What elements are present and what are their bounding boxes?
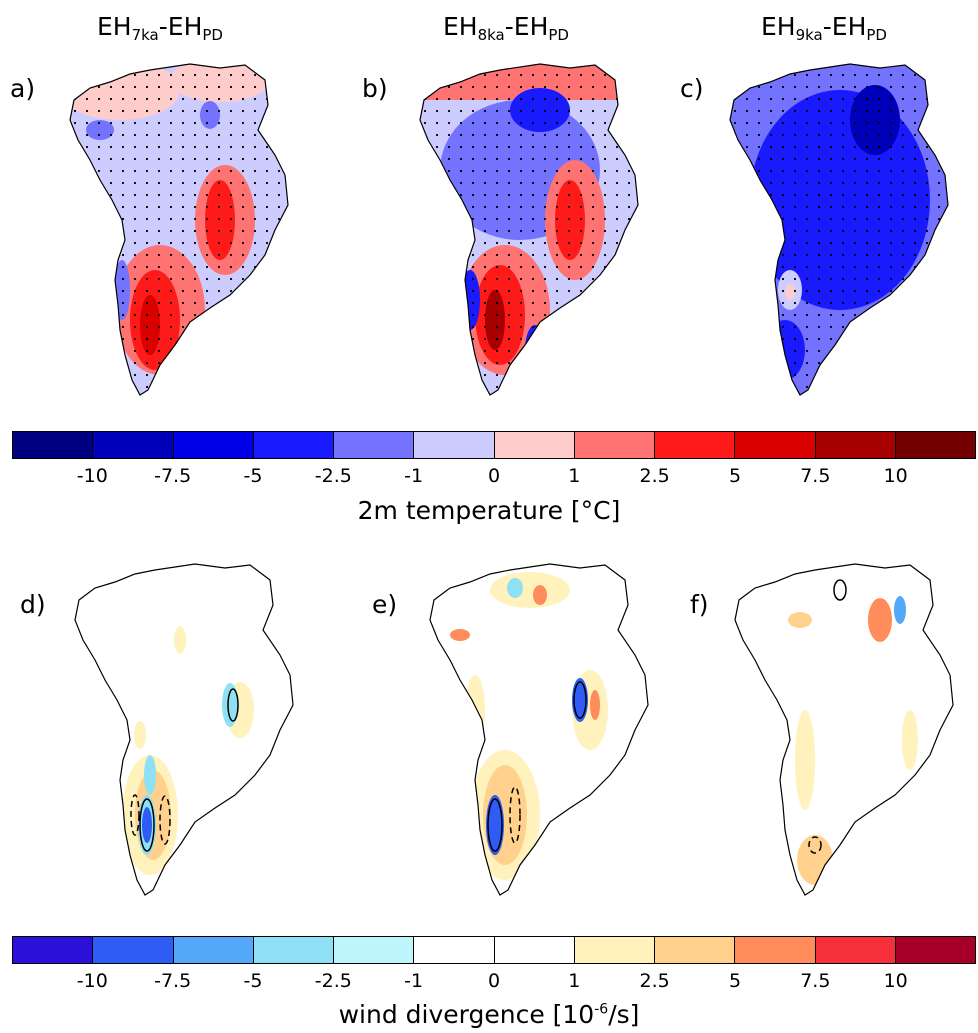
colorbar-swatch bbox=[574, 432, 655, 458]
map-panel-e bbox=[429, 563, 649, 896]
colorbar-tick-label: 0 bbox=[487, 465, 501, 487]
colorbar-swatch bbox=[334, 937, 415, 963]
colorbar-tick-label: 1 bbox=[568, 465, 581, 487]
colorbar-swatch bbox=[173, 937, 254, 963]
colorbar-tick-label: 5 bbox=[728, 970, 742, 992]
colorbar-swatch bbox=[494, 937, 575, 963]
colorbar-swatch bbox=[93, 432, 174, 458]
map-panel-c bbox=[729, 63, 949, 396]
colorbar-swatch bbox=[253, 432, 334, 458]
colorbar-tick-label: 1 bbox=[568, 970, 581, 992]
colorbar-tick-label: -1 bbox=[404, 465, 424, 487]
colorbar-swatch bbox=[895, 432, 975, 458]
colorbar-swatch bbox=[253, 937, 334, 963]
map-panel-f bbox=[734, 563, 954, 896]
panel-label-f: f) bbox=[690, 590, 709, 619]
map-panel-a bbox=[69, 63, 289, 396]
panel-label-e: e) bbox=[372, 590, 398, 619]
colorbar-swatch bbox=[414, 432, 495, 458]
colorbar-tick-label: -10 bbox=[76, 970, 108, 992]
temperature-colorbar bbox=[12, 431, 976, 459]
colorbar-swatch bbox=[494, 432, 575, 458]
divergence-colorbar bbox=[12, 936, 976, 964]
colorbar-tick-label: 0 bbox=[487, 970, 501, 992]
colorbar-tick-label: 10 bbox=[883, 465, 908, 487]
colorbar-tick-label: -2.5 bbox=[314, 970, 352, 992]
colorbar-swatch bbox=[735, 432, 816, 458]
panel-label-a: a) bbox=[10, 74, 36, 103]
colorbar-swatch bbox=[735, 937, 816, 963]
colorbar-swatch bbox=[13, 432, 94, 458]
divergence-colorbar-title: wind divergence [10-6/s] bbox=[338, 1000, 640, 1029]
colorbar-tick-label: 2.5 bbox=[639, 970, 670, 992]
colorbar-swatch bbox=[895, 937, 975, 963]
colorbar-tick-label: 7.5 bbox=[800, 465, 831, 487]
colorbar-swatch bbox=[815, 937, 896, 963]
colorbar-swatch bbox=[655, 937, 736, 963]
colorbar-tick-label: 2.5 bbox=[639, 465, 670, 487]
colorbar-swatch bbox=[173, 432, 254, 458]
map-panel-b bbox=[419, 63, 639, 396]
colorbar-swatch bbox=[13, 937, 94, 963]
colorbar-tick-label: -2.5 bbox=[314, 465, 352, 487]
colorbar-tick-label: -7.5 bbox=[154, 970, 192, 992]
colorbar-swatch bbox=[655, 432, 736, 458]
colorbar-tick-label: -7.5 bbox=[154, 465, 192, 487]
panel-label-c: c) bbox=[680, 74, 704, 103]
colorbar-tick-label: -1 bbox=[404, 970, 424, 992]
temperature-colorbar-title: 2m temperature [°C] bbox=[357, 496, 621, 525]
colorbar-tick-label: 7.5 bbox=[800, 970, 831, 992]
colorbar-swatch bbox=[414, 937, 495, 963]
panel-label-d: d) bbox=[20, 590, 46, 619]
colorbar-swatch bbox=[93, 937, 174, 963]
colorbar-swatch bbox=[574, 937, 655, 963]
colorbar-tick-label: -5 bbox=[243, 970, 263, 992]
colorbar-swatch bbox=[334, 432, 415, 458]
panel-label-b: b) bbox=[362, 74, 388, 103]
column-title-7ka: EH7ka-EHPD bbox=[96, 12, 223, 44]
column-title-9ka: EH9ka-EHPD bbox=[760, 12, 887, 44]
map-panel-d bbox=[74, 563, 294, 896]
colorbar-swatch bbox=[815, 432, 896, 458]
column-title-8ka: EH8ka-EHPD bbox=[442, 12, 569, 44]
colorbar-tick-label: -5 bbox=[243, 465, 263, 487]
colorbar-tick-label: -10 bbox=[76, 465, 108, 487]
colorbar-tick-label: 5 bbox=[728, 465, 742, 487]
colorbar-tick-label: 10 bbox=[883, 970, 908, 992]
